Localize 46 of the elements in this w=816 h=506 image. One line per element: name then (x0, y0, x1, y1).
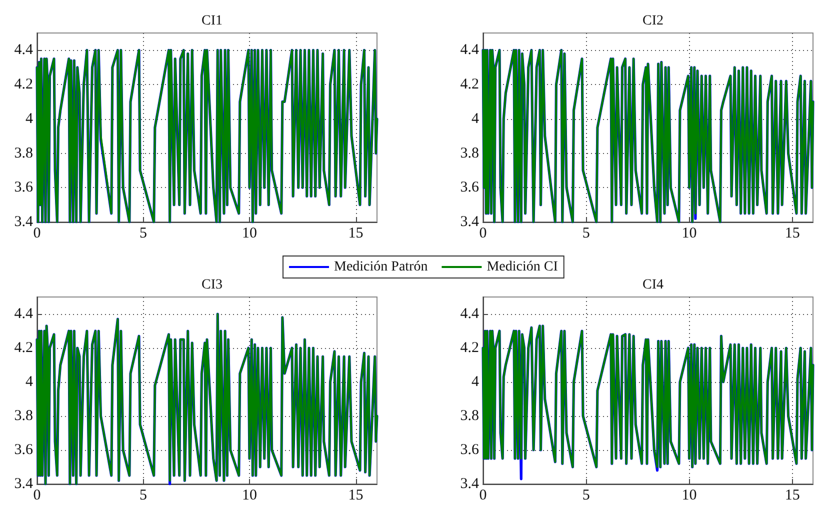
y-tick-label: 4.4 (460, 42, 480, 58)
x-tick-label: 5 (140, 226, 147, 242)
x-tick-label: 5 (140, 488, 147, 504)
y-tick-label: 4.2 (14, 76, 33, 93)
chart-title: CI2 (642, 14, 664, 28)
y-tick-label: 4 (472, 374, 480, 390)
y-tick-label: 4.2 (14, 340, 33, 356)
x-tick-label: 0 (479, 488, 487, 504)
x-tick-label: 15 (784, 226, 800, 242)
chart-title: CI4 (642, 278, 664, 292)
x-tick-label: 5 (582, 226, 590, 242)
y-tick-label: 3.4 (14, 476, 34, 492)
y-tick-label: 3.6 (14, 442, 34, 458)
y-tick-label: 3.8 (460, 408, 479, 424)
y-tick-label: 3.8 (14, 408, 33, 424)
x-tick-label: 15 (348, 488, 364, 504)
x-tick-label: 0 (33, 226, 41, 242)
y-tick-label: 3.6 (14, 180, 34, 196)
y-tick-label: 4 (26, 110, 34, 127)
x-tick-label: 15 (348, 226, 364, 242)
y-tick-label: 3.8 (14, 145, 33, 162)
x-tick-label: 10 (242, 488, 257, 504)
y-tick-label: 4.4 (14, 42, 34, 58)
y-tick-label: 4.4 (14, 306, 34, 322)
x-tick-label: 0 (33, 488, 41, 504)
y-tick-label: 4.2 (460, 340, 479, 356)
y-tick-label: 3.8 (460, 145, 479, 162)
y-tick-label: 4.2 (460, 76, 479, 93)
y-tick-label: 3.4 (14, 214, 34, 230)
x-tick-label: 10 (682, 488, 697, 504)
chart-title: CI3 (202, 278, 222, 292)
y-tick-label: 4.4 (460, 306, 480, 322)
x-tick-label: 0 (479, 226, 487, 242)
y-tick-label: 4 (26, 374, 34, 390)
x-tick-label: 15 (784, 488, 800, 504)
chart-title: CI1 (202, 14, 222, 28)
legend-label: Medición CI (486, 260, 558, 274)
y-tick-label: 3.6 (460, 180, 480, 196)
y-tick-label: 3.4 (460, 476, 480, 492)
y-tick-label: 3.4 (460, 214, 480, 230)
legend-label: Medición Patrón (334, 260, 428, 274)
x-tick-label: 10 (682, 226, 697, 242)
x-tick-label: 5 (582, 488, 590, 504)
x-tick-label: 10 (242, 226, 257, 242)
y-tick-label: 3.6 (460, 442, 480, 458)
y-tick-label: 4 (472, 110, 480, 127)
